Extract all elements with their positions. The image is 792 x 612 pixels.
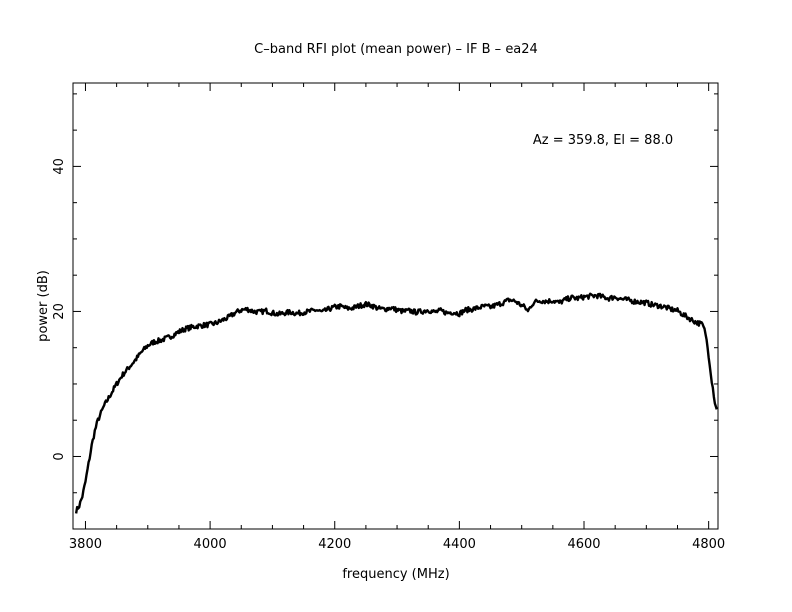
x-tick-label: 4000 (194, 537, 227, 552)
y-tick-label: 0 (52, 452, 67, 460)
x-axis-ticks: 3800 4000 4200 4400 4600 4800 (69, 83, 725, 552)
x-tick-label: 4400 (443, 537, 476, 552)
y-axis-ticks: 0 20 40 (52, 93, 718, 530)
plot-frame (72, 82, 719, 530)
chart-title: C–band RFI plot (mean power) – IF B – ea… (254, 42, 538, 57)
az-el-annotation: Az = 359.8, El = 88.0 (533, 133, 673, 148)
y-tick-label: 20 (52, 303, 67, 320)
x-axis-label: frequency (MHz) (342, 567, 449, 582)
y-tick-label: 40 (52, 158, 67, 175)
x-tick-label: 4200 (318, 537, 351, 552)
x-tick-label: 3800 (69, 537, 102, 552)
x-tick-label: 4800 (692, 537, 725, 552)
series-line-power (74, 292, 718, 514)
x-tick-label: 4600 (567, 537, 600, 552)
y-axis-label: power (dB) (36, 270, 51, 342)
